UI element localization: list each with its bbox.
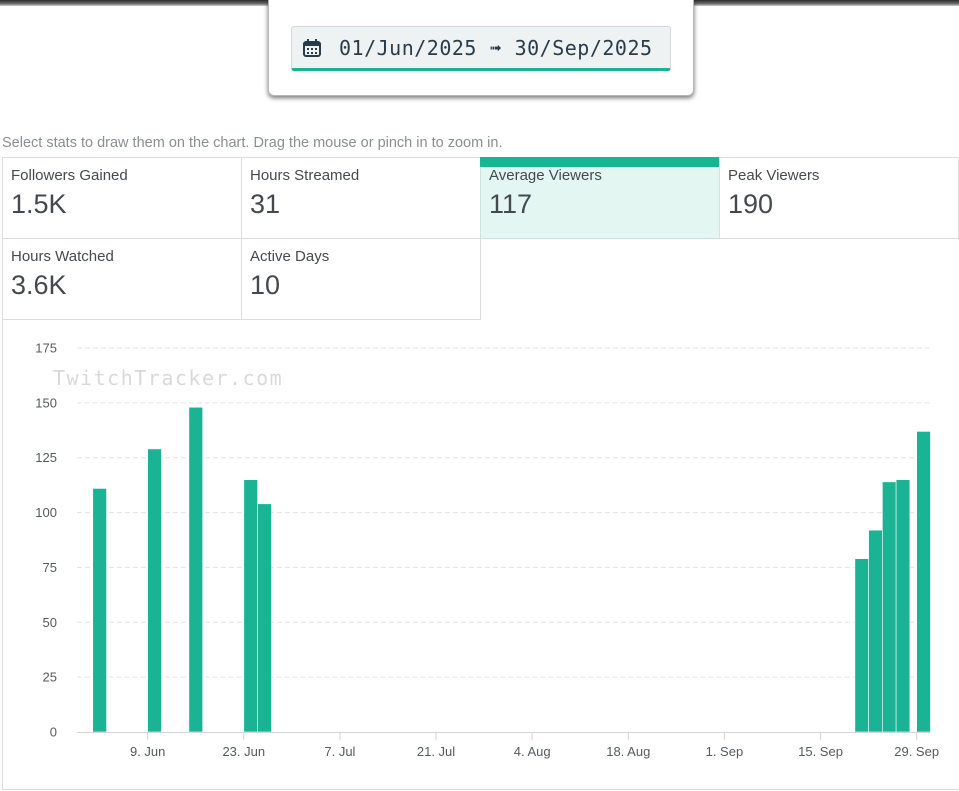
- stat-active-days[interactable]: Active Days 10: [241, 238, 481, 320]
- bar-2025-09-27[interactable]: [895, 479, 911, 733]
- bar-2025-09-25[interactable]: [882, 481, 897, 733]
- bar-2025-06-02[interactable]: [92, 488, 107, 733]
- stat-label: Average Viewers: [489, 167, 602, 184]
- date-range-picker[interactable]: 01/Jun/2025 ➟ 30/Sep/2025: [291, 26, 671, 71]
- stat-value: 31: [250, 189, 281, 219]
- y-tick-label: 100: [35, 505, 57, 520]
- y-tick-label: 175: [35, 341, 57, 356]
- bar-2025-09-23[interactable]: [868, 529, 883, 733]
- stat-peak-viewers[interactable]: Peak Viewers 190: [719, 157, 959, 239]
- x-tick-label: 21. Jul: [417, 744, 455, 759]
- stat-value: 10: [250, 270, 281, 300]
- y-tick-label: 50: [43, 615, 57, 630]
- y-tick-label: 75: [43, 560, 57, 575]
- x-tick-label: 29. Sep: [894, 744, 939, 759]
- calendar-icon: [303, 39, 321, 57]
- bar-2025-06-16[interactable]: [188, 406, 203, 733]
- x-tick-label: 1. Sep: [706, 744, 744, 759]
- y-tick-label: 150: [35, 395, 57, 410]
- stat-hours-watched[interactable]: Hours Watched 3.6K: [2, 238, 242, 320]
- x-tick-label: 23. Jun: [222, 744, 265, 759]
- bar-2025-06-24[interactable]: [243, 479, 258, 733]
- stat-label: Peak Viewers: [728, 167, 820, 184]
- stat-value: 190: [728, 189, 774, 219]
- bar-2025-09-30[interactable]: [916, 431, 931, 733]
- y-tick-label: 125: [35, 450, 57, 465]
- bar-2025-09-21[interactable]: [854, 558, 869, 733]
- stat-label: Followers Gained: [11, 167, 128, 184]
- bar-2025-06-26[interactable]: [257, 503, 272, 733]
- y-tick-label: 0: [50, 725, 57, 740]
- stat-value: 117: [489, 189, 533, 219]
- stat-value: 1.5K: [11, 189, 67, 219]
- stat-hours-streamed[interactable]: Hours Streamed 31: [241, 157, 481, 239]
- stat-label: Active Days: [250, 248, 330, 265]
- stat-label: Hours Streamed: [250, 167, 360, 184]
- stat-label: Hours Watched: [11, 248, 114, 265]
- stat-average-viewers[interactable]: Average Viewers 117: [480, 157, 720, 239]
- x-tick-label: 4. Aug: [514, 744, 551, 759]
- x-tick-label: 9. Jun: [130, 744, 165, 759]
- bar-2025-06-10[interactable]: [147, 448, 162, 733]
- chart-hint: Select stats to draw them on the chart. …: [2, 135, 503, 151]
- chart-container: TwitchTracker.com 0 25 50 75 100 125 150 175 9. …: [2, 320, 959, 790]
- stat-followers-gained[interactable]: Followers Gained 1.5K: [2, 157, 242, 239]
- date-range-panel: 01/Jun/2025 ➟ 30/Sep/2025: [268, 0, 694, 96]
- watermark-text: TwitchTracker.com: [53, 366, 283, 390]
- y-tick-label: 25: [43, 670, 57, 685]
- date-range-text: 01/Jun/2025 ➟ 30/Sep/2025: [339, 36, 653, 60]
- x-tick-label: 7. Jul: [324, 744, 355, 759]
- x-tick-label: 15. Sep: [798, 744, 843, 759]
- x-tick-label: 18. Aug: [606, 744, 650, 759]
- average-viewers-chart[interactable]: TwitchTracker.com 0 25 50 75 100 125 150 175 9. …: [3, 320, 958, 790]
- stat-value: 3.6K: [11, 270, 67, 300]
